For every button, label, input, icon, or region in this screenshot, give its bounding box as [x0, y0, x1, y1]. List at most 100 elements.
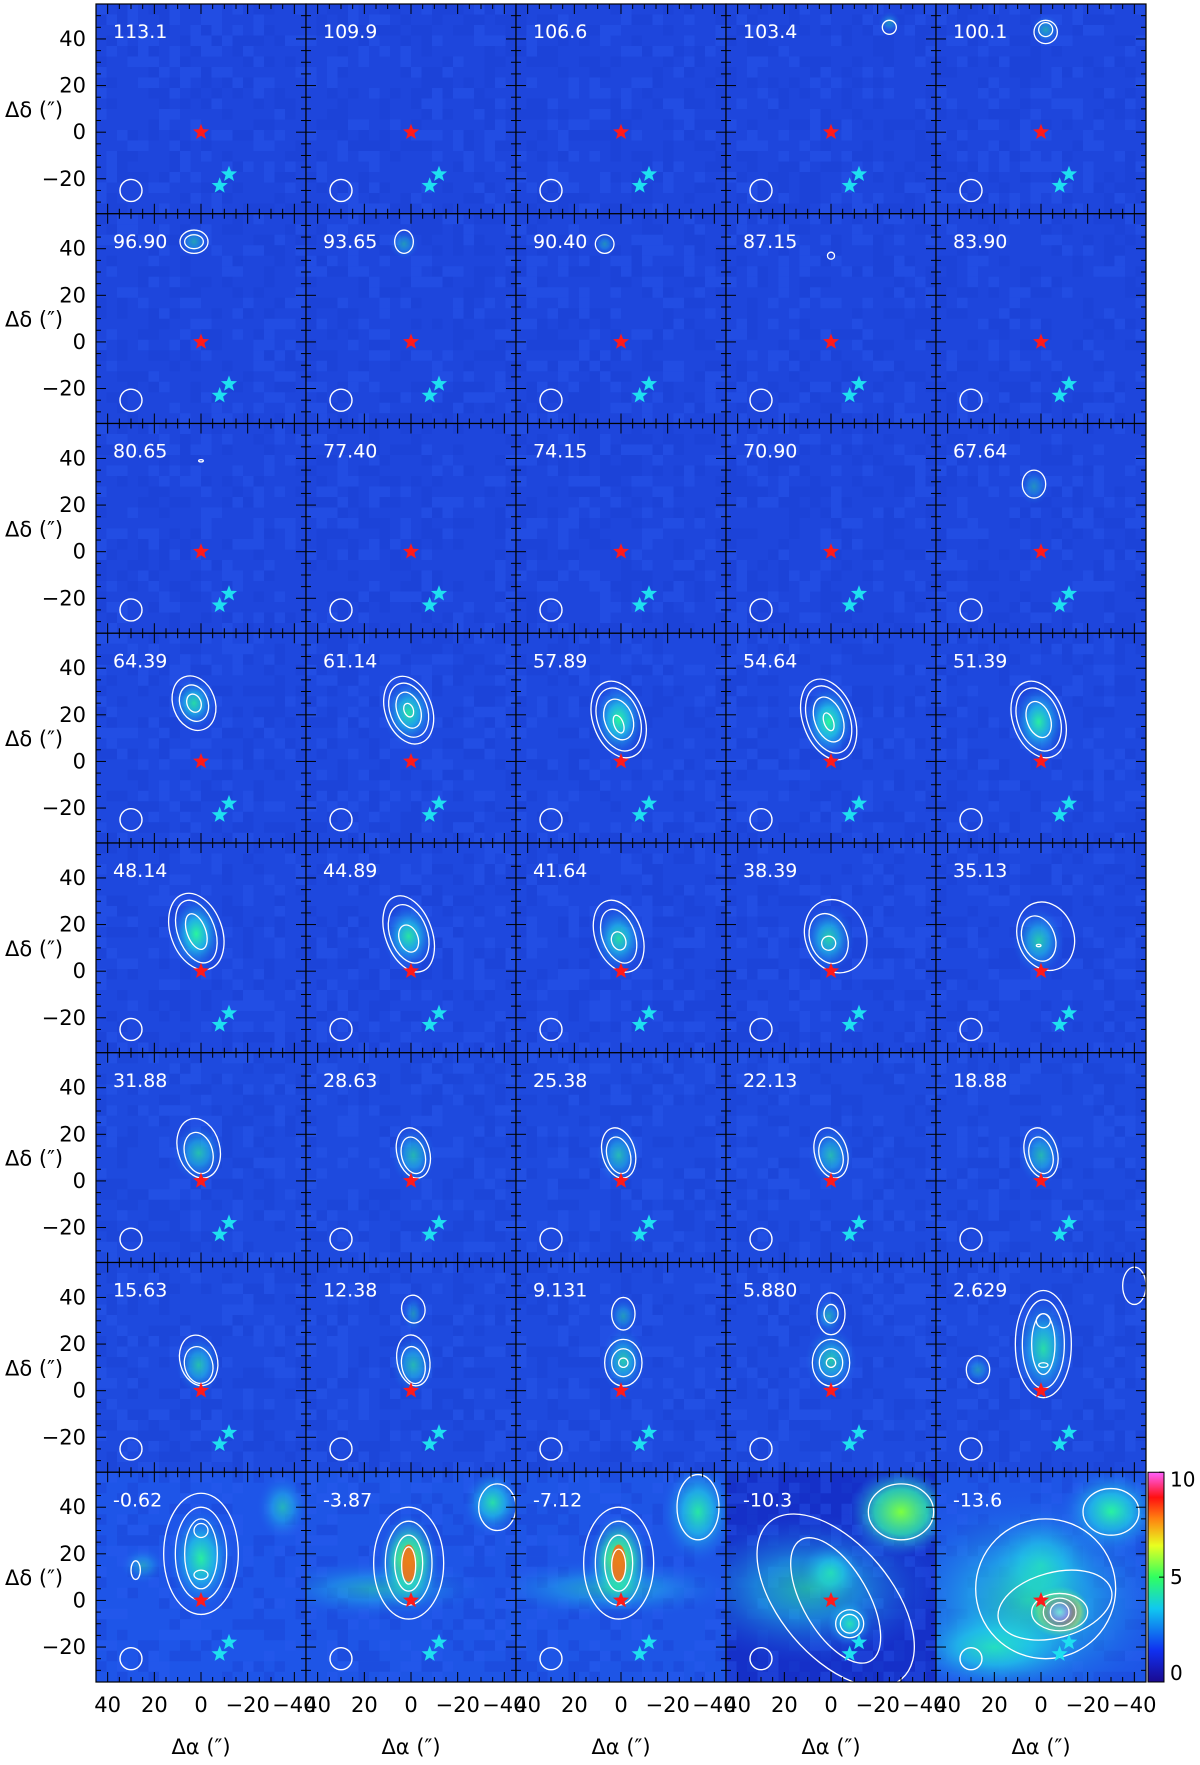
tick-marks: [936, 843, 1146, 1053]
x-tick-label: 20: [981, 1693, 1008, 1717]
x-tick-label: 0: [1034, 1693, 1047, 1717]
beam-circle: [749, 1646, 773, 1671]
channel-velocity-label: 31.88: [113, 1070, 167, 1092]
beam-circle: [329, 178, 353, 203]
tick-marks: [96, 213, 306, 424]
channel-panel: 57.89: [515, 632, 727, 844]
channel-panel: 44.89: [305, 842, 517, 1054]
contour-line: [583, 1506, 655, 1620]
cyan-star-marker: [640, 1633, 658, 1650]
channel-panel: 103.4: [725, 3, 937, 215]
cyan-star-marker: [631, 387, 648, 403]
tick-marks: [306, 1052, 516, 1263]
beam-circle: [959, 388, 983, 412]
contour-line: [176, 1117, 222, 1179]
emission-blob: [808, 1125, 854, 1186]
cyan-star-marker: [430, 165, 448, 182]
y-tick-label: 0: [73, 330, 86, 354]
contour-line: [1038, 1362, 1049, 1369]
y-tick-label: −20: [42, 796, 86, 820]
y-tick-label: −20: [42, 377, 86, 401]
tick-marks: [306, 213, 516, 424]
cyan-star-marker: [1051, 1435, 1068, 1452]
emission-blob: [1012, 907, 1065, 975]
contour-line: [403, 702, 415, 718]
contour-line: [612, 714, 625, 734]
contour-line: [130, 1560, 141, 1581]
tick-marks: [936, 1262, 1146, 1473]
contour-line: [183, 1131, 214, 1175]
channel-velocity-label: 96.90: [113, 231, 167, 253]
beam-circle: [959, 178, 983, 203]
cyan-star-marker: [1060, 794, 1078, 811]
emission-peak: [611, 1544, 627, 1582]
cyan-star-marker: [430, 1633, 448, 1650]
x-tick-label: 40: [94, 1693, 121, 1717]
beam-circle: [749, 1227, 773, 1251]
contour-line: [818, 1348, 844, 1378]
x-tick-label: −40: [902, 1693, 946, 1717]
red-star-marker: [192, 333, 210, 349]
red-star-marker: [1032, 123, 1050, 140]
channel-velocity-label: 80.65: [113, 441, 167, 463]
contour-line: [198, 458, 204, 463]
x-tick-label: −40: [272, 1693, 316, 1717]
contour-line: [478, 1483, 516, 1532]
cyan-star-marker: [841, 1645, 858, 1661]
y-tick-label: 20: [59, 1122, 86, 1146]
tick-marks: [516, 213, 726, 424]
cyan-star-marker: [1060, 1214, 1078, 1230]
x-tick-label: 20: [141, 1693, 168, 1717]
y-tick-label: 0: [73, 1379, 86, 1403]
channel-panel: 2.629: [935, 1261, 1147, 1473]
red-star-marker: [192, 962, 210, 979]
beam-circle: [539, 178, 563, 203]
beam-circle: [959, 1437, 983, 1461]
cyan-star-marker: [211, 1016, 228, 1032]
contour-line: [395, 691, 422, 729]
tick-marks: [306, 4, 516, 214]
beam-circle: [539, 1227, 563, 1251]
contour-line: [1025, 700, 1052, 739]
red-star-marker: [612, 333, 630, 349]
cyan-star-marker: [421, 1645, 438, 1661]
channel-panel: 51.39: [935, 632, 1147, 844]
y-axis-label: Δδ (″): [5, 1356, 63, 1380]
cyan-star-marker: [1060, 1633, 1078, 1650]
tick-marks: [936, 213, 1146, 424]
y-axis-label: Δδ (″): [5, 727, 63, 751]
beam-circle: [539, 1646, 563, 1671]
contour-line: [1010, 680, 1067, 759]
contour-line: [603, 698, 635, 741]
contour-line: [178, 1334, 219, 1387]
red-star-marker: [822, 333, 840, 349]
cyan-star-marker: [430, 1424, 448, 1440]
contour-line: [592, 899, 645, 973]
channel-panel: 83.90: [935, 213, 1147, 425]
channel-panel: 38.39: [725, 842, 937, 1054]
cyan-star-marker: [841, 177, 858, 193]
beam-circle: [749, 1017, 773, 1042]
y-tick-label: 40: [59, 1285, 86, 1309]
contour-line: [804, 685, 853, 754]
beam-circle: [959, 1646, 983, 1671]
y-tick-label: 0: [73, 959, 86, 983]
emission-blob: [389, 229, 419, 259]
tick-marks: [726, 843, 936, 1053]
channel-velocity-label: 74.15: [533, 441, 587, 463]
cyan-star-marker: [640, 165, 658, 182]
channel-panel: 70.90: [725, 422, 937, 634]
channel-velocity-label: 100.1: [953, 21, 1007, 43]
red-star-marker: [402, 333, 420, 349]
contour-line: [611, 1548, 627, 1583]
channel-velocity-label: 9.131: [533, 1280, 587, 1302]
channel-velocity-label: 2.629: [953, 1280, 1007, 1302]
contour-line: [1031, 1592, 1089, 1632]
channel-panel: 35.13: [935, 842, 1147, 1054]
tick-marks: [726, 213, 936, 424]
red-star-marker: [402, 1172, 420, 1188]
channel-velocity-label: 51.39: [953, 650, 1007, 672]
tick-marks: [96, 843, 306, 1053]
emission-blob: [390, 1125, 436, 1186]
cyan-star-marker: [211, 596, 228, 613]
